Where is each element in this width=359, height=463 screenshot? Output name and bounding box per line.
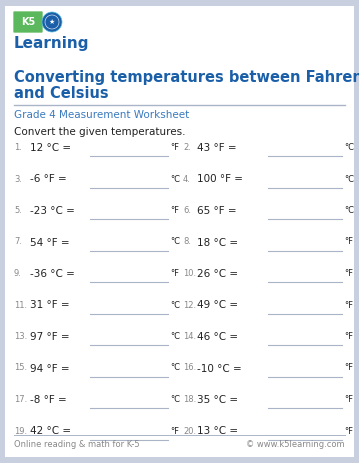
- Text: °F: °F: [344, 332, 353, 341]
- Text: © www.k5learning.com: © www.k5learning.com: [246, 440, 345, 449]
- Text: °C: °C: [344, 175, 354, 183]
- Text: 15.: 15.: [14, 363, 27, 373]
- Text: 31 °F =: 31 °F =: [30, 300, 70, 311]
- Text: Learning: Learning: [14, 36, 89, 51]
- Text: -36 °C =: -36 °C =: [30, 269, 75, 279]
- Text: 43 °F =: 43 °F =: [197, 143, 237, 153]
- Text: °C: °C: [170, 300, 180, 309]
- Text: -10 °C =: -10 °C =: [197, 363, 242, 374]
- Text: °F: °F: [344, 269, 353, 278]
- Text: 17.: 17.: [14, 395, 27, 404]
- Text: 94 °F =: 94 °F =: [30, 363, 70, 374]
- Text: 18 °C =: 18 °C =: [197, 238, 238, 248]
- Text: 97 °F =: 97 °F =: [30, 332, 70, 342]
- Text: 1.: 1.: [14, 143, 22, 152]
- Text: °F: °F: [170, 426, 179, 436]
- Text: 8.: 8.: [183, 238, 191, 246]
- Text: °F: °F: [344, 238, 353, 246]
- Text: 35 °C =: 35 °C =: [197, 395, 238, 405]
- Text: Online reading & math for K-5: Online reading & math for K-5: [14, 440, 140, 449]
- Text: °C: °C: [344, 143, 354, 152]
- Text: 20.: 20.: [183, 426, 196, 436]
- Text: 10.: 10.: [183, 269, 196, 278]
- Text: 18.: 18.: [183, 395, 196, 404]
- Text: °C: °C: [170, 175, 180, 183]
- Text: 46 °C =: 46 °C =: [197, 332, 238, 342]
- Text: °C: °C: [170, 238, 180, 246]
- Text: °F: °F: [344, 363, 353, 373]
- Text: -23 °C =: -23 °C =: [30, 206, 75, 216]
- Text: 19.: 19.: [14, 426, 27, 436]
- Text: -6 °F =: -6 °F =: [30, 175, 67, 184]
- Text: °F: °F: [170, 143, 179, 152]
- Text: °C: °C: [170, 395, 180, 404]
- Text: °F: °F: [344, 300, 353, 309]
- Text: 100 °F =: 100 °F =: [197, 175, 243, 184]
- Text: ★: ★: [49, 19, 55, 25]
- Text: 12 °C =: 12 °C =: [30, 143, 71, 153]
- Text: °F: °F: [344, 395, 353, 404]
- Text: -8 °F =: -8 °F =: [30, 395, 67, 405]
- Text: °F: °F: [170, 206, 179, 215]
- Text: 9.: 9.: [14, 269, 22, 278]
- Text: 12.: 12.: [183, 300, 196, 309]
- Text: °F: °F: [344, 426, 353, 436]
- Text: Converting temperatures between Fahrenheit: Converting temperatures between Fahrenhe…: [14, 70, 359, 85]
- Text: 6.: 6.: [183, 206, 191, 215]
- Text: °C: °C: [344, 206, 354, 215]
- Text: 49 °C =: 49 °C =: [197, 300, 238, 311]
- Text: 42 °C =: 42 °C =: [30, 426, 71, 437]
- Text: °C: °C: [170, 363, 180, 373]
- Text: 2.: 2.: [183, 143, 191, 152]
- Text: 13.: 13.: [14, 332, 27, 341]
- Text: 5.: 5.: [14, 206, 22, 215]
- Text: 14.: 14.: [183, 332, 196, 341]
- Text: Grade 4 Measurement Worksheet: Grade 4 Measurement Worksheet: [14, 110, 189, 120]
- Text: and Celsius: and Celsius: [14, 86, 109, 101]
- Text: 54 °F =: 54 °F =: [30, 238, 70, 248]
- Text: 4.: 4.: [183, 175, 191, 183]
- Text: 3.: 3.: [14, 175, 22, 183]
- Text: 13 °C =: 13 °C =: [197, 426, 238, 437]
- Text: K5: K5: [21, 17, 35, 27]
- Text: 16.: 16.: [183, 363, 196, 373]
- FancyBboxPatch shape: [13, 11, 43, 33]
- Text: 65 °F =: 65 °F =: [197, 206, 237, 216]
- Text: 26 °C =: 26 °C =: [197, 269, 238, 279]
- Text: 7.: 7.: [14, 238, 22, 246]
- Text: °F: °F: [170, 269, 179, 278]
- Circle shape: [42, 12, 62, 32]
- Text: °C: °C: [170, 332, 180, 341]
- Text: 11.: 11.: [14, 300, 27, 309]
- Text: Convert the given temperatures.: Convert the given temperatures.: [14, 127, 186, 137]
